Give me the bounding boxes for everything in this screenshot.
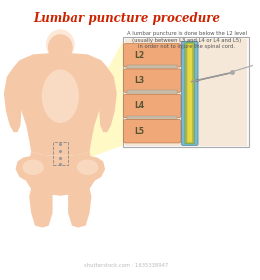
Text: A lumbar puncture is done below the L2 level
(usually between L3 and L4 or L4 an: A lumbar puncture is done below the L2 l…: [127, 31, 247, 49]
Ellipse shape: [47, 30, 74, 59]
Polygon shape: [99, 67, 117, 132]
FancyBboxPatch shape: [185, 43, 195, 144]
FancyBboxPatch shape: [124, 120, 181, 143]
Polygon shape: [26, 152, 94, 195]
FancyBboxPatch shape: [124, 44, 181, 67]
Polygon shape: [4, 67, 21, 132]
Polygon shape: [29, 158, 53, 228]
Polygon shape: [68, 158, 92, 228]
FancyBboxPatch shape: [124, 69, 181, 92]
Polygon shape: [68, 38, 125, 165]
Polygon shape: [16, 156, 105, 195]
Ellipse shape: [22, 160, 44, 175]
Text: Lumbar puncture procedure: Lumbar puncture procedure: [33, 11, 220, 25]
Ellipse shape: [77, 160, 98, 175]
FancyBboxPatch shape: [175, 123, 189, 139]
FancyBboxPatch shape: [127, 65, 177, 71]
FancyBboxPatch shape: [258, 76, 260, 97]
Ellipse shape: [49, 35, 72, 60]
FancyBboxPatch shape: [123, 37, 249, 147]
Ellipse shape: [42, 69, 79, 123]
Text: L5: L5: [134, 127, 144, 136]
FancyBboxPatch shape: [175, 98, 189, 114]
Text: L3: L3: [134, 76, 144, 85]
FancyBboxPatch shape: [187, 44, 192, 143]
FancyBboxPatch shape: [127, 90, 177, 96]
Text: L4: L4: [134, 101, 144, 110]
Text: shutterstock.com · 1635338947: shutterstock.com · 1635338947: [84, 263, 169, 269]
FancyBboxPatch shape: [125, 39, 247, 146]
FancyBboxPatch shape: [175, 73, 189, 88]
FancyBboxPatch shape: [257, 59, 260, 65]
FancyBboxPatch shape: [255, 60, 260, 100]
Polygon shape: [12, 52, 109, 156]
Text: L2: L2: [134, 51, 144, 60]
FancyBboxPatch shape: [175, 48, 189, 63]
FancyBboxPatch shape: [127, 116, 177, 122]
FancyBboxPatch shape: [124, 94, 181, 118]
FancyBboxPatch shape: [181, 41, 198, 145]
FancyBboxPatch shape: [51, 46, 69, 64]
